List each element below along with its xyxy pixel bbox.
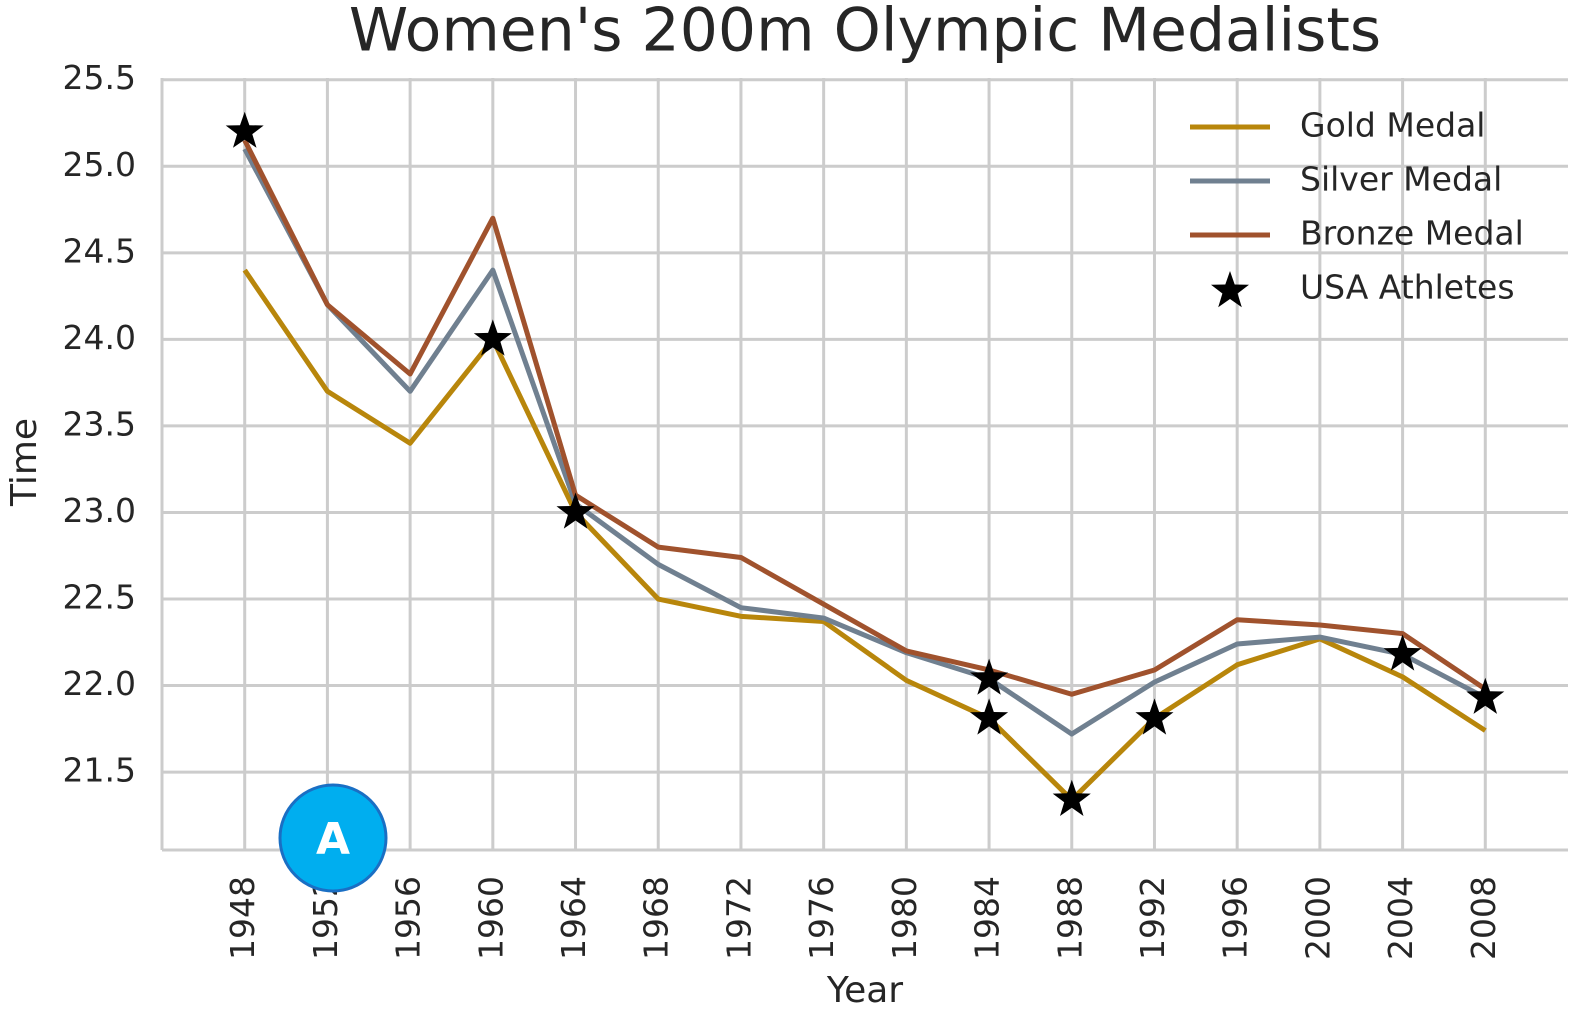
star-marker <box>1052 779 1091 816</box>
x-tick-label: 1964 <box>554 876 593 960</box>
data-line <box>242 268 1487 803</box>
x-tick-label: 1996 <box>1216 876 1255 960</box>
x-tick-label: 1968 <box>637 876 676 960</box>
x-tick-label: 2008 <box>1464 876 1503 960</box>
star-marker <box>1383 634 1422 671</box>
y-tick-label: 23.5 <box>63 404 136 443</box>
legend-label: Silver Medal <box>1300 160 1502 199</box>
y-tick-label: 23.0 <box>63 491 136 530</box>
x-tick-label: 1976 <box>802 876 841 960</box>
chart-title: Women's 200m Olympic Medalists <box>349 0 1381 66</box>
x-tick-label: 2004 <box>1381 876 1420 960</box>
y-tick-label: 24.0 <box>63 318 136 357</box>
data-line <box>242 139 1487 697</box>
star-marker <box>1466 677 1505 714</box>
x-tick-label: 1984 <box>968 876 1007 960</box>
x-tick-label: 1980 <box>885 876 924 960</box>
y-tick-label: 22.0 <box>63 664 136 703</box>
star-marker <box>970 698 1009 735</box>
star-marker <box>473 319 512 356</box>
legend-label: Bronze Medal <box>1300 214 1524 253</box>
y-axis-label: Time <box>4 418 45 507</box>
x-tick-label: 1960 <box>471 876 510 960</box>
annotation-badge <box>278 783 388 893</box>
legend-label: USA Athletes <box>1300 268 1515 307</box>
x-tick-label: 1972 <box>719 876 758 960</box>
legend-label: Gold Medal <box>1300 106 1485 145</box>
star-marker <box>970 658 1009 695</box>
legend-marker <box>1211 271 1249 308</box>
x-tick-label: 2000 <box>1298 876 1337 960</box>
y-tick-label: 22.5 <box>63 578 136 617</box>
x-axis-label: Year <box>826 970 903 1011</box>
y-tick-label: 25.0 <box>63 145 136 184</box>
y-tick-label: 21.5 <box>63 751 136 790</box>
x-tick-label: 1992 <box>1133 876 1172 960</box>
y-tick-label: 24.5 <box>63 231 136 270</box>
star-marker <box>1135 698 1174 735</box>
x-tick-label: 1948 <box>223 876 262 960</box>
x-tick-label: 1956 <box>389 876 428 960</box>
star-marker <box>556 492 595 529</box>
x-tick-label: 1988 <box>1050 876 1089 960</box>
star-marker <box>225 111 264 148</box>
data-line <box>242 147 1487 737</box>
y-tick-label: 25.5 <box>63 58 136 97</box>
annotation-text: A <box>316 814 350 865</box>
